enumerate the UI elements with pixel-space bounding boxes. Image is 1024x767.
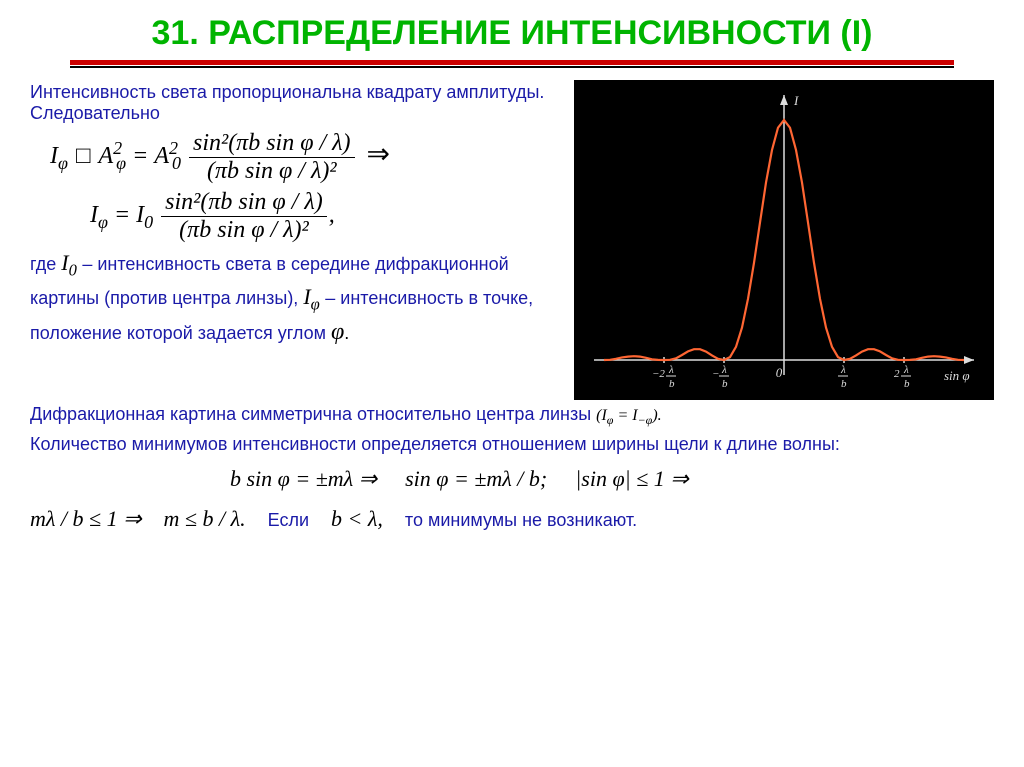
- symmetry-text: Дифракционная картина симметрична относи…: [30, 404, 994, 428]
- subscript-phi2: φ: [98, 212, 108, 232]
- tick-label-pos2: 2 λ b: [894, 364, 911, 390]
- cond-5: m ≤ b / λ.: [164, 506, 246, 532]
- sub-0b: 0: [144, 212, 153, 232]
- svg-text:b: b: [722, 378, 728, 390]
- svg-text:λ: λ: [903, 364, 909, 376]
- sym-sub2: −φ: [638, 414, 653, 428]
- svg-text:λ: λ: [840, 364, 846, 376]
- svg-text:−2: −2: [652, 368, 665, 380]
- cond-2: sin φ = ±mλ / b;: [405, 466, 547, 492]
- sym-eq: = I: [613, 407, 637, 424]
- y-axis-label: I: [793, 93, 799, 108]
- sym-lhs: (I: [596, 407, 607, 424]
- symbol-A0: A: [154, 143, 169, 169]
- x-axis-label: sin φ: [944, 368, 970, 383]
- comma: ,: [329, 202, 335, 228]
- fraction-2: sin²(πb sin φ / λ) (πb sin φ / λ)²: [161, 189, 327, 244]
- title-underline: [70, 60, 954, 68]
- inline-Iphi: Iφ: [303, 284, 325, 309]
- sym-rhs: ).: [652, 407, 661, 424]
- subscript-phi: φ: [58, 153, 68, 173]
- tick-label-neg1: − λ b: [712, 364, 729, 390]
- svg-text:λ: λ: [721, 364, 727, 376]
- left-column: Интенсивность света пропорциональна квад…: [30, 80, 562, 352]
- chart-svg: I sin φ 0 −2 λ b − λ b λ: [574, 80, 994, 400]
- slide: 31. РАСПРЕДЕЛЕНИЕ ИНТЕНСИВНОСТИ (I) Инте…: [0, 0, 1024, 767]
- inline-I0-sub: 0: [69, 261, 77, 280]
- formula-intensity-equals: Iφ = I0 sin²(πb sin φ / λ) (πb sin φ / λ…: [90, 189, 562, 244]
- sub-phi: φ: [116, 153, 126, 173]
- intro-text: Интенсивность света пропорциональна квад…: [30, 82, 562, 124]
- svg-text:b: b: [904, 378, 910, 390]
- symbol-A: A: [98, 143, 113, 169]
- cond-1: b sin φ = ±mλ ⇒: [230, 466, 377, 492]
- symbol-I: I: [50, 143, 58, 169]
- tick-label-pos1: λ b: [838, 364, 848, 390]
- tick-label-neg2: −2 λ b: [652, 364, 676, 390]
- symbol-I2: I: [90, 202, 98, 228]
- desc-dot: .: [344, 323, 349, 343]
- minima-count-text: Количество минимумов интенсивности опред…: [30, 433, 994, 456]
- symmetry-prefix: Дифракционная картина симметрична относи…: [30, 404, 596, 424]
- description-I0-Iphi: где I0 – интенсивность света в середине …: [30, 248, 562, 348]
- svg-text:b: b: [841, 378, 847, 390]
- equals: =: [132, 143, 148, 169]
- sub-0: 0: [172, 153, 181, 173]
- underline-red: [70, 60, 954, 65]
- svg-text:b: b: [669, 378, 675, 390]
- y-axis-arrow: [780, 95, 788, 105]
- inline-phi: φ: [331, 319, 344, 345]
- implies-arrow: ⇒: [363, 139, 390, 170]
- cond-3: |sin φ| ≤ 1 ⇒: [575, 466, 688, 492]
- formula-intensity-proportional: Iφ □ A2φ = A20 sin²(πb sin φ / λ) (πb si…: [50, 130, 562, 185]
- svg-text:λ: λ: [668, 364, 674, 376]
- svg-text:−: −: [712, 368, 719, 380]
- numerator-1: sin²(πb sin φ / λ): [189, 130, 355, 158]
- x-axis-arrow: [964, 356, 974, 364]
- tick-label-0: 0: [776, 365, 783, 380]
- then-label: то минимумы не возникают.: [405, 510, 637, 531]
- cond-6: b < λ,: [331, 506, 383, 532]
- symbol-I0: I: [136, 202, 144, 228]
- if-label: Если: [268, 510, 309, 531]
- denominator-2: (πb sin φ / λ)²: [161, 217, 327, 244]
- proportional-box: □: [74, 142, 93, 169]
- condition-formulas: b sin φ = ±mλ ⇒ sin φ = ±mλ / b; |sin φ|…: [30, 462, 994, 536]
- fraction-1: sin²(πb sin φ / λ) (πb sin φ / λ)²: [189, 130, 355, 185]
- inline-Iphi-sym: I: [303, 284, 310, 309]
- cond-4: mλ / b ≤ 1 ⇒: [30, 506, 142, 532]
- diffraction-chart: I sin φ 0 −2 λ b − λ b λ: [574, 80, 994, 400]
- inline-I0-sym: I: [61, 250, 68, 275]
- denominator-1: (πb sin φ / λ)²: [189, 158, 355, 185]
- numerator-2: sin²(πb sin φ / λ): [161, 189, 327, 217]
- slide-title: 31. РАСПРЕДЕЛЕНИЕ ИНТЕНСИВНОСТИ (I): [30, 15, 994, 52]
- desc-prefix: где: [30, 254, 61, 274]
- content-row: Интенсивность света пропорциональна квад…: [30, 80, 994, 400]
- inline-I0: I0: [61, 250, 82, 275]
- underline-black: [70, 66, 954, 68]
- inline-Iphi-sub: φ: [311, 294, 320, 313]
- equals2: =: [114, 202, 130, 228]
- symmetry-formula: (Iφ = I−φ).: [596, 407, 662, 424]
- svg-text:2: 2: [894, 368, 900, 380]
